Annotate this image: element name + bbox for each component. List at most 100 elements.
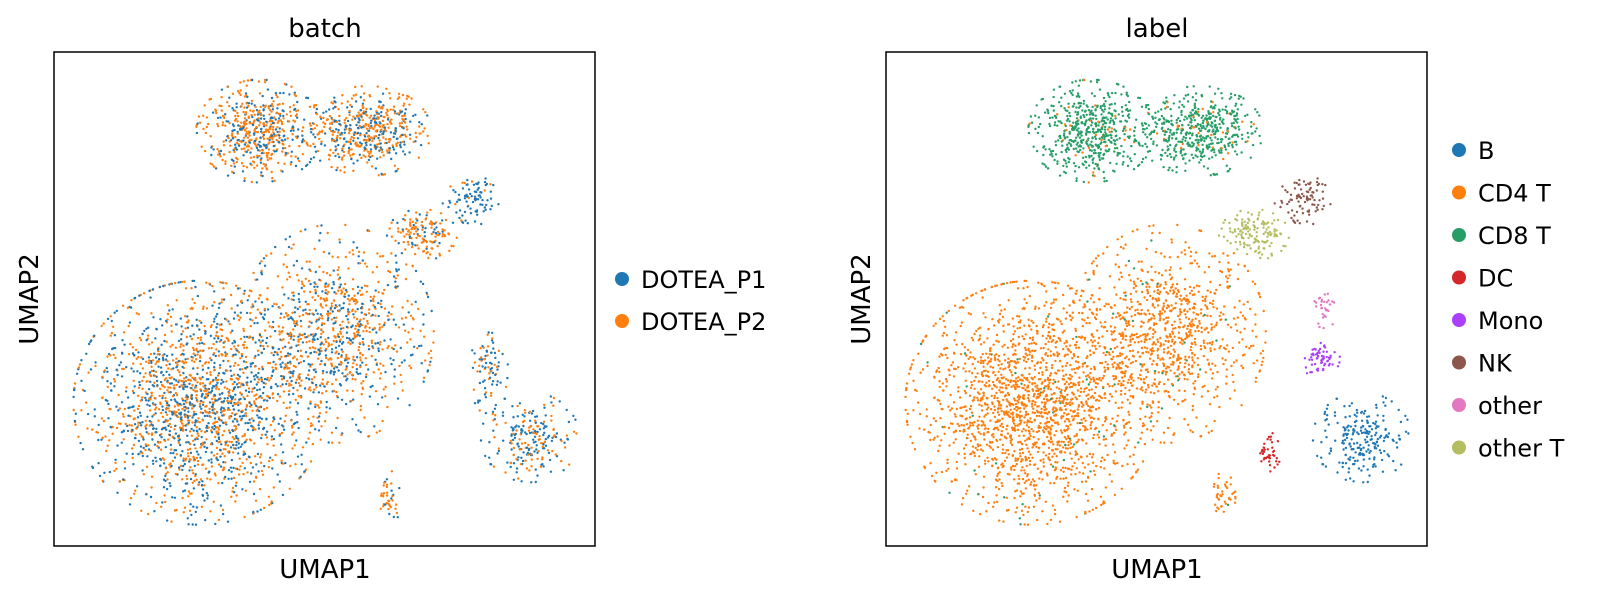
data-point (148, 409, 152, 412)
data-point (1038, 477, 1041, 480)
data-point (194, 354, 197, 357)
data-point (210, 451, 213, 454)
data-point (536, 457, 539, 460)
data-point (1016, 457, 1020, 460)
data-point (330, 369, 333, 373)
data-point (255, 125, 258, 129)
data-point (328, 274, 332, 277)
data-point (371, 384, 374, 388)
data-point (270, 96, 274, 100)
data-point (164, 358, 168, 361)
data-point (304, 228, 307, 231)
data-point (150, 369, 154, 373)
data-point (278, 357, 281, 361)
data-point (242, 450, 245, 453)
data-point (353, 117, 357, 120)
data-point (135, 312, 138, 315)
data-point (278, 127, 281, 130)
data-point (204, 518, 207, 522)
data-point (566, 437, 569, 441)
data-point (139, 445, 143, 448)
data-point (309, 351, 313, 355)
data-point (472, 183, 476, 186)
data-point (506, 363, 509, 366)
data-point (242, 154, 245, 157)
data-point (179, 428, 183, 432)
data-point (101, 375, 104, 378)
data-point (322, 121, 325, 124)
data-point (150, 391, 153, 394)
data-point (211, 403, 215, 406)
data-point (283, 138, 287, 141)
data-point (942, 331, 946, 335)
data-point (305, 96, 308, 100)
data-point (323, 363, 327, 367)
data-point (539, 465, 543, 468)
data-point (413, 345, 416, 348)
data-point (363, 135, 367, 138)
data-point (449, 185, 452, 188)
data-point (1022, 287, 1025, 290)
data-point (287, 120, 291, 123)
data-point (493, 407, 497, 410)
data-point (307, 369, 311, 372)
data-point (388, 227, 391, 230)
data-point (287, 334, 291, 338)
data-point (180, 325, 183, 328)
data-point (229, 446, 233, 449)
data-point (178, 402, 182, 406)
data-point (367, 344, 370, 348)
data-point (80, 359, 83, 362)
data-point (150, 433, 154, 437)
data-point (205, 372, 209, 375)
data-point (512, 432, 515, 435)
data-point (231, 107, 234, 110)
data-point (998, 312, 1002, 316)
data-point (376, 403, 380, 406)
data-point (171, 308, 174, 311)
data-point (338, 123, 342, 126)
data-point (293, 355, 296, 358)
data-point (407, 209, 410, 213)
data-point (237, 351, 241, 354)
data-point (549, 395, 552, 398)
data-point (1016, 428, 1020, 432)
data-point (290, 383, 293, 387)
data-point (343, 121, 346, 125)
data-point (287, 393, 291, 396)
data-point (390, 362, 393, 366)
data-point (200, 430, 203, 433)
data-point (163, 439, 167, 443)
data-point (161, 408, 165, 412)
data-point (159, 464, 162, 468)
data-point (168, 422, 171, 426)
data-point (1030, 319, 1033, 322)
data-point (355, 246, 359, 249)
data-point (292, 338, 295, 341)
data-point (176, 363, 179, 367)
data-point (491, 410, 495, 414)
data-point (348, 140, 352, 144)
data-point (278, 136, 281, 140)
data-point (94, 361, 97, 364)
data-point (369, 150, 372, 153)
data-point (205, 438, 208, 441)
data-point (242, 126, 245, 129)
data-point (493, 363, 496, 366)
data-point (217, 436, 221, 439)
data-point (381, 292, 385, 295)
data-point (336, 356, 340, 360)
data-point (335, 366, 339, 369)
data-point (340, 354, 343, 357)
data-point (286, 278, 289, 281)
data-point (343, 143, 346, 146)
data-point (160, 343, 163, 346)
data-point (1139, 417, 1142, 421)
data-point (321, 392, 324, 395)
data-point (252, 426, 255, 429)
data-point (372, 295, 376, 298)
data-point (973, 367, 977, 370)
data-point (461, 221, 465, 224)
data-point (1049, 372, 1053, 375)
data-point (386, 405, 389, 409)
